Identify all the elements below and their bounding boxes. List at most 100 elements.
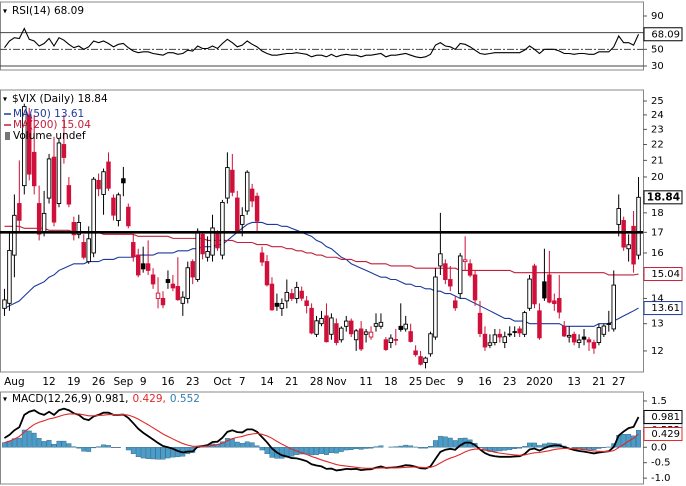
candle-body <box>294 286 299 299</box>
candle-body <box>339 327 344 341</box>
candle-body <box>418 356 423 365</box>
candle-body <box>453 300 458 309</box>
histogram-bar <box>393 446 399 448</box>
candle-body <box>289 293 295 299</box>
candle-body <box>12 214 17 256</box>
candle-body <box>205 251 210 258</box>
histogram-bar <box>101 444 106 448</box>
candle-body <box>235 197 240 232</box>
histogram-bar <box>319 447 324 454</box>
candle-body <box>443 263 448 280</box>
histogram-bar <box>502 447 508 451</box>
candle-body <box>611 284 616 330</box>
histogram-bar <box>457 438 463 448</box>
y-tick-label: 20 <box>651 172 664 183</box>
candle-body <box>497 333 503 338</box>
candle-body <box>571 333 577 343</box>
histogram-bar <box>81 447 87 452</box>
histogram-bar <box>61 440 67 448</box>
legend-icon: ▾ <box>3 395 7 404</box>
histogram-bar <box>51 443 57 448</box>
candle-body <box>542 281 547 299</box>
x-tick-label: 23 <box>186 376 199 388</box>
candle-body <box>2 299 7 309</box>
x-tick-label: 16 <box>161 376 175 388</box>
histogram-bar <box>586 447 592 450</box>
candle-body <box>180 296 186 304</box>
histogram-bar <box>125 447 131 451</box>
histogram-bar <box>2 442 7 448</box>
candle-body <box>304 300 309 307</box>
candle-body <box>319 318 324 325</box>
candle-body <box>215 231 220 249</box>
histogram-bar <box>353 447 359 450</box>
histogram-bar <box>631 435 636 448</box>
candle-body <box>388 337 394 343</box>
candle-body <box>96 179 101 190</box>
candle-body <box>259 252 265 263</box>
histogram-bar <box>423 447 428 449</box>
histogram-bar <box>418 447 423 449</box>
histogram-bar <box>328 447 334 454</box>
candle-body <box>363 331 369 335</box>
legend-label: Volume undef <box>13 130 86 142</box>
histogram-bar <box>398 445 404 448</box>
x-tick-label: 9 <box>140 376 147 388</box>
candle-body <box>438 253 443 267</box>
histogram-bar <box>185 447 191 454</box>
candle-body <box>165 279 171 283</box>
histogram-bar <box>21 429 27 448</box>
histogram-bar <box>621 434 627 448</box>
x-tick-label: 11 <box>359 376 372 388</box>
legend-icon: ▾ <box>3 7 7 16</box>
candle-body <box>101 171 106 195</box>
histogram-bar <box>343 447 349 451</box>
candle-body <box>428 333 433 355</box>
histogram-bar <box>289 447 295 457</box>
x-tick-label: 13 <box>567 376 580 388</box>
candle-body <box>195 230 200 280</box>
value-box <box>643 190 683 205</box>
series-line <box>4 407 640 472</box>
histogram-bar <box>596 447 602 449</box>
histogram-bar <box>373 446 379 448</box>
x-tick-label: Dec <box>425 376 446 388</box>
histogram-bar <box>304 447 310 455</box>
candle-body <box>482 333 488 348</box>
histogram-bar <box>487 447 493 452</box>
candle-body <box>145 263 151 271</box>
value-box-label: 68.09 <box>651 29 680 40</box>
histogram-bar <box>135 447 141 458</box>
histogram-bar <box>56 440 62 448</box>
legend-label: MA(200) 15.04 <box>13 119 91 131</box>
y-tick-label: 22 <box>651 140 664 151</box>
candle-body <box>472 274 478 301</box>
candle-body <box>403 323 408 330</box>
x-tick-label: 28 <box>310 376 323 388</box>
histogram-bar <box>234 441 240 448</box>
histogram-bar <box>239 443 245 448</box>
x-tick-label: 26 <box>92 376 106 388</box>
series-line <box>4 413 639 469</box>
x-tick-label: Oct <box>213 376 231 388</box>
series-line <box>4 221 639 327</box>
value-box-label: 13.61 <box>651 303 680 314</box>
candle-body <box>398 325 403 330</box>
candle-body <box>358 328 364 350</box>
candle-body <box>116 194 121 221</box>
candle-body <box>517 328 522 334</box>
x-tick-label: 25 <box>409 376 422 388</box>
candle-body <box>160 297 166 306</box>
candle-body <box>552 300 557 305</box>
candle-body <box>606 323 612 325</box>
histogram-bar <box>363 447 369 449</box>
candle-body <box>621 220 626 248</box>
histogram-bar <box>403 444 409 448</box>
candle-body <box>601 325 607 335</box>
histogram-bar <box>170 447 176 458</box>
candle-body <box>448 279 453 287</box>
candle-body <box>91 178 96 254</box>
candle-body <box>344 320 349 327</box>
y-tick-label: 17 <box>651 227 664 238</box>
histogram-bar <box>130 447 136 454</box>
